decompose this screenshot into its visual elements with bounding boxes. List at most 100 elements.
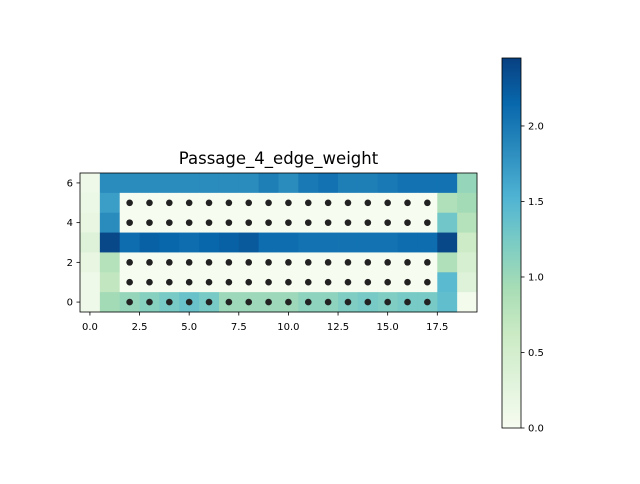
heatmap-cell bbox=[179, 232, 200, 253]
marker-point bbox=[205, 219, 213, 226]
heatmap-cells bbox=[80, 173, 478, 313]
marker-point bbox=[324, 278, 332, 286]
marker-point bbox=[265, 199, 272, 207]
marker-point bbox=[205, 298, 213, 306]
marker-point bbox=[146, 219, 153, 226]
marker-point bbox=[245, 259, 253, 266]
marker-point bbox=[185, 298, 193, 306]
marker-point bbox=[304, 278, 312, 286]
marker-point bbox=[185, 219, 193, 226]
x-tick-label: 15.0 bbox=[377, 322, 399, 333]
marker-point bbox=[285, 199, 292, 207]
heatmap-cell bbox=[80, 192, 101, 214]
heatmap-cell bbox=[397, 232, 418, 253]
marker-point bbox=[126, 259, 133, 266]
heatmap-cell bbox=[417, 173, 438, 194]
marker-point bbox=[225, 278, 233, 286]
heatmap-cell bbox=[437, 272, 458, 293]
marker-point bbox=[324, 298, 332, 306]
marker-point bbox=[126, 278, 133, 286]
marker-point bbox=[265, 298, 272, 306]
heatmap-cell bbox=[318, 232, 339, 253]
heatmap-cell bbox=[258, 173, 279, 194]
heatmap-cell bbox=[457, 292, 478, 313]
marker-point bbox=[285, 259, 292, 266]
heatmap-cell bbox=[437, 252, 458, 273]
marker-point bbox=[344, 298, 352, 306]
marker-point bbox=[225, 259, 233, 266]
heatmap-cell bbox=[199, 173, 220, 194]
heatmap-cell bbox=[457, 212, 478, 233]
colorbar-tick-label: 1.0 bbox=[528, 273, 544, 284]
heatmap-cell bbox=[457, 232, 478, 253]
heatmap-cell bbox=[238, 173, 260, 194]
marker-point bbox=[225, 298, 233, 306]
marker-point bbox=[205, 259, 213, 266]
plot-frame bbox=[79, 172, 478, 313]
marker-point bbox=[285, 298, 292, 306]
marker-point bbox=[384, 219, 391, 226]
marker-point bbox=[146, 199, 153, 207]
heatmap-cell bbox=[99, 232, 121, 253]
heatmap-cell bbox=[298, 232, 319, 253]
heatmap-cell bbox=[417, 232, 438, 253]
y-tick-label: 2 bbox=[67, 258, 73, 269]
heatmap-cell bbox=[338, 173, 359, 194]
heatmap-cell bbox=[139, 173, 160, 194]
heatmap-cell bbox=[397, 173, 418, 194]
heatmap-cell bbox=[218, 173, 240, 194]
x-tick-label: 5.0 bbox=[181, 322, 197, 333]
x-tick-label: 2.5 bbox=[132, 322, 148, 333]
heatmap-cell bbox=[159, 232, 180, 253]
heatmap-cell bbox=[139, 232, 160, 253]
marker-point bbox=[166, 298, 173, 306]
heatmap-cell bbox=[199, 232, 220, 253]
marker-point bbox=[384, 199, 391, 207]
heatmap-cell bbox=[318, 173, 339, 194]
heatmap-cell bbox=[437, 212, 458, 233]
heatmap-cell bbox=[457, 192, 478, 214]
marker-point bbox=[146, 278, 153, 286]
colorbar-tick-label: 1.5 bbox=[528, 197, 544, 208]
marker-point bbox=[245, 298, 253, 306]
heatmap-cell bbox=[357, 232, 379, 253]
marker-point bbox=[146, 259, 153, 266]
marker-point bbox=[404, 199, 411, 207]
heatmap-cell bbox=[457, 252, 478, 273]
heatmap-cell bbox=[99, 252, 121, 273]
heatmap-cell bbox=[278, 173, 299, 194]
marker-point bbox=[344, 199, 352, 207]
marker-point bbox=[285, 278, 292, 286]
marker-point bbox=[364, 298, 372, 306]
marker-point bbox=[285, 219, 292, 226]
marker-point bbox=[265, 278, 272, 286]
y-tick-label: 0 bbox=[67, 298, 73, 309]
marker-point bbox=[364, 199, 372, 207]
heatmap-cell bbox=[437, 292, 458, 313]
marker-point bbox=[324, 199, 332, 207]
heatmap-cell bbox=[278, 232, 299, 253]
heatmap-cell bbox=[437, 232, 458, 253]
colorbar-axis: 0.0 0.5 1.0 1.5 2.0 bbox=[521, 122, 544, 435]
marker-point bbox=[126, 298, 133, 306]
heatmap-cell bbox=[99, 212, 121, 233]
marker-point bbox=[404, 259, 411, 266]
heatmap-cell bbox=[80, 292, 101, 313]
marker-point bbox=[324, 219, 332, 226]
heatmap-cell bbox=[99, 192, 121, 214]
marker-points bbox=[126, 199, 431, 306]
heatmap-cell bbox=[80, 252, 101, 273]
marker-point bbox=[245, 219, 253, 226]
colorbar-tick-label: 0.5 bbox=[528, 348, 544, 359]
heatmap-cell bbox=[357, 173, 379, 194]
marker-point bbox=[245, 278, 253, 286]
x-tick-label: 12.5 bbox=[327, 322, 349, 333]
x-tick-label: 10.0 bbox=[277, 322, 299, 333]
y-tick-label: 4 bbox=[67, 218, 73, 229]
heatmap-cell bbox=[258, 232, 279, 253]
heatmap-cell bbox=[159, 173, 180, 194]
marker-point bbox=[205, 199, 213, 207]
marker-point bbox=[205, 278, 213, 286]
marker-point bbox=[424, 278, 431, 286]
